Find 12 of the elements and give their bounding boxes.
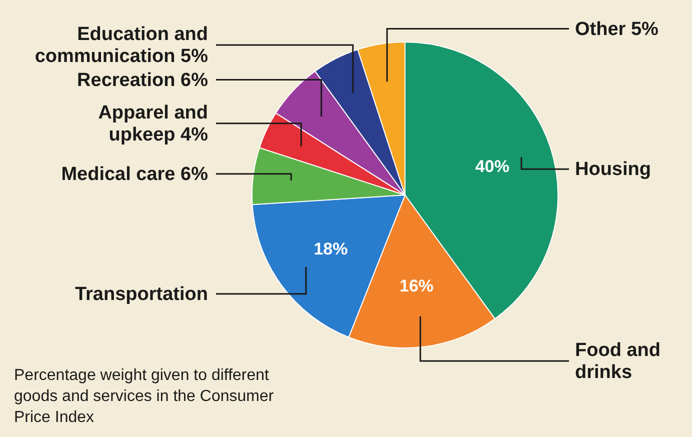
data-label: 18% <box>314 239 348 258</box>
slice-label: Other 5% <box>575 18 659 40</box>
slice-label: Recreation 6% <box>77 69 208 90</box>
data-label: 16% <box>399 276 434 296</box>
slice-label: Education and communication 5% <box>34 24 208 67</box>
slice-label: Medical care 6% <box>61 163 208 184</box>
data-label: 40% <box>475 157 510 176</box>
text: Percentage weight given to different goods and services in the Consumer Price Index <box>14 366 275 428</box>
slice-label: Housing <box>575 158 651 180</box>
slice-label: Food and drinks <box>575 340 660 383</box>
slice-label: Apparel and upkeep 4% <box>98 102 208 145</box>
slice-label: Transportation <box>74 283 208 304</box>
